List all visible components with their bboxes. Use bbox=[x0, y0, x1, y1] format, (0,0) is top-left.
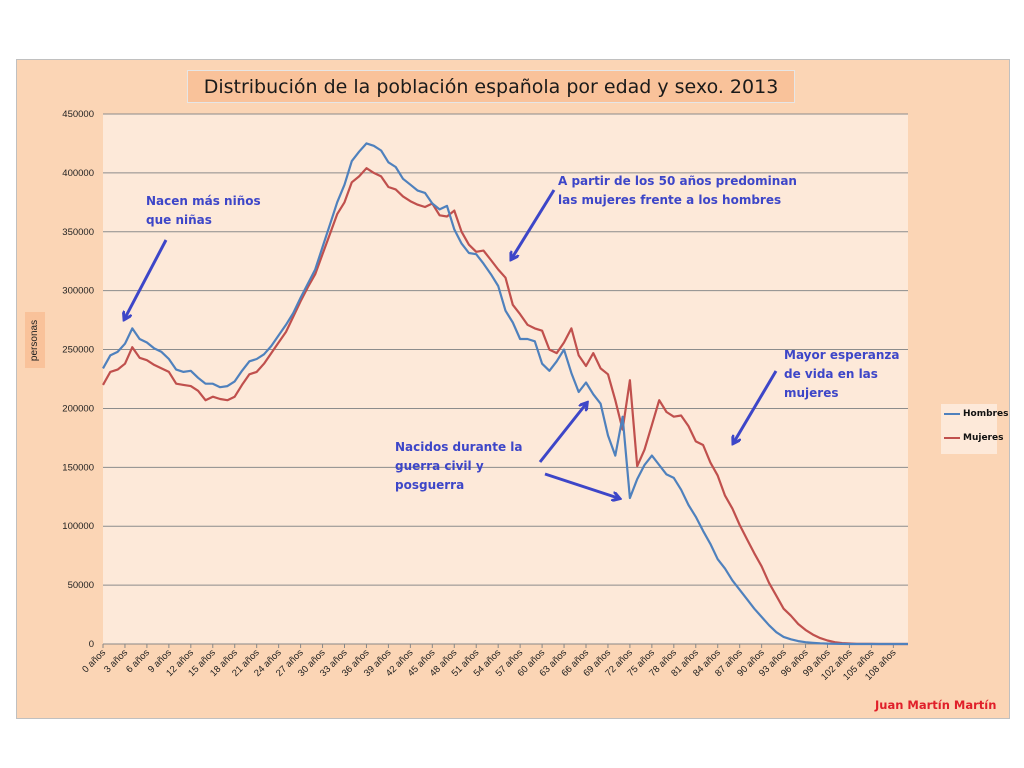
annotation-esperanza-line-1: Mayor esperanza bbox=[784, 348, 900, 362]
y-tick-label: 400000 bbox=[62, 168, 94, 179]
annotation-guerra-line-3: posguerra bbox=[395, 478, 465, 492]
x-tick-label: 3 años bbox=[102, 647, 130, 675]
y-tick-label: 150000 bbox=[62, 462, 94, 473]
y-tick-label: 450000 bbox=[62, 109, 94, 120]
arrow-cincuenta bbox=[512, 189, 556, 258]
legend: Hombres Mujeres bbox=[941, 404, 1008, 454]
annotation-ninos-line-2: que niñas bbox=[146, 213, 212, 227]
arrow-esperanza bbox=[734, 370, 778, 442]
legend-item-hombres: Hombres bbox=[944, 409, 1008, 419]
legend-swatch-mujeres bbox=[944, 437, 960, 439]
legend-item-mujeres: Mujeres bbox=[944, 433, 1003, 443]
grid-lines bbox=[103, 113, 908, 645]
annotation-guerra: Nacidos durante la guerra civil y posgue… bbox=[395, 438, 522, 495]
arrow-guerra-1 bbox=[538, 404, 586, 463]
series-line-hombres bbox=[102, 142, 908, 646]
y-tick-label: 50000 bbox=[68, 580, 94, 591]
annotation-cincuenta-line-2: las mujeres frente a los hombres bbox=[558, 193, 782, 207]
annotation-esperanza-line-3: mujeres bbox=[784, 386, 839, 400]
y-tick-label: 300000 bbox=[62, 286, 94, 297]
arrow-ninos bbox=[125, 239, 168, 318]
author-credit: Juan Martín Martín bbox=[875, 698, 997, 712]
annotation-guerra-line-1: Nacidos durante la bbox=[395, 440, 523, 454]
annotation-guerra-line-2: guerra civil y bbox=[395, 459, 484, 473]
series-lines bbox=[102, 142, 908, 646]
x-tick-label: 6 años bbox=[124, 647, 152, 675]
y-tick-label: 100000 bbox=[62, 521, 94, 532]
chart-title-box: Distribución de la población española po… bbox=[187, 70, 795, 103]
annotation-esperanza: Mayor esperanza de vida en las mujeres bbox=[784, 346, 899, 403]
y-tick-labels: 0 50000 100000 150000 200000 250000 300000 3500… bbox=[62, 109, 94, 650]
arrow-guerra-2 bbox=[544, 472, 618, 498]
legend-label-hombres: Hombres bbox=[963, 409, 1009, 419]
x-tick-label: 0 años bbox=[80, 647, 108, 675]
series-line-mujeres bbox=[102, 167, 908, 646]
annotation-cincuenta: A partir de los 50 años predominan las m… bbox=[558, 172, 797, 210]
legend-label-mujeres: Mujeres bbox=[963, 433, 1004, 443]
chart-title: Distribución de la población española po… bbox=[203, 75, 779, 98]
y-tick-label: 0 bbox=[89, 639, 94, 650]
y-tick-label: 250000 bbox=[62, 345, 94, 356]
annotation-esperanza-line-2: de vida en las bbox=[784, 367, 878, 381]
annotation-ninos: Nacen más niños que niñas bbox=[146, 192, 261, 230]
legend-swatch-hombres bbox=[944, 413, 960, 415]
annotation-cincuenta-line-1: A partir de los 50 años predominan bbox=[558, 174, 797, 188]
annotation-ninos-line-1: Nacen más niños bbox=[146, 194, 261, 208]
annotation-arrows bbox=[125, 189, 778, 498]
y-tick-label: 200000 bbox=[62, 403, 94, 414]
y-axis-label-box: personas bbox=[25, 312, 45, 368]
y-axis-label: personas bbox=[29, 319, 41, 361]
y-tick-label: 350000 bbox=[62, 227, 94, 238]
